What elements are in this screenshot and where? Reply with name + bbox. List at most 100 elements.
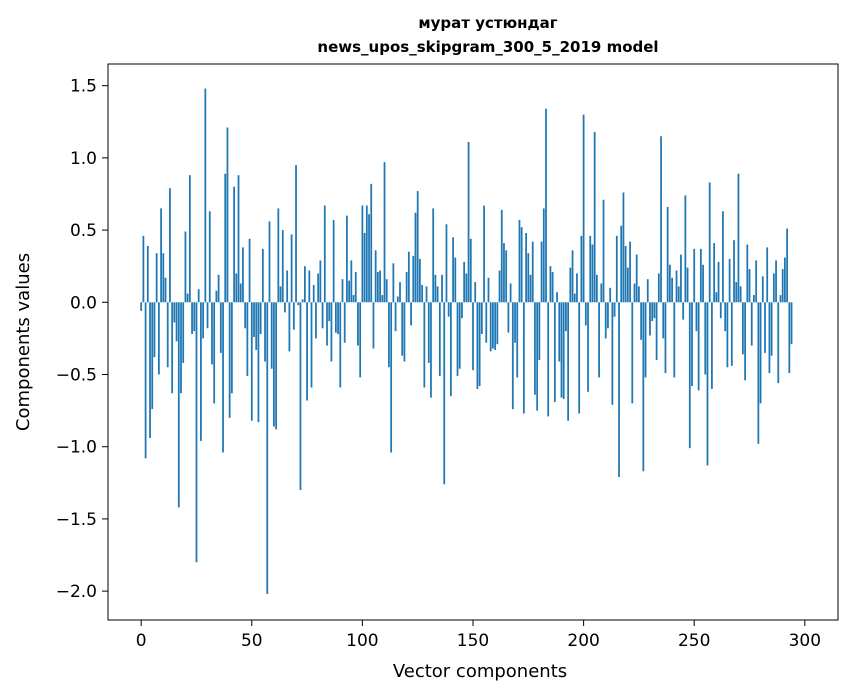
bar (784, 257, 786, 303)
bar (153, 302, 156, 358)
plot-frame (107, 63, 839, 621)
bar (328, 302, 331, 322)
bar (266, 302, 269, 595)
bar (511, 302, 514, 410)
bar (445, 224, 448, 303)
bar (281, 230, 284, 303)
bar (301, 299, 304, 303)
bar (788, 302, 791, 374)
bar (651, 302, 654, 322)
bar (722, 211, 724, 303)
bar (777, 302, 780, 384)
bar (180, 302, 182, 394)
bar (206, 302, 209, 329)
bar (766, 247, 769, 303)
bar (162, 253, 165, 303)
bar (580, 235, 583, 303)
bar (757, 302, 760, 444)
bar (711, 302, 713, 389)
bar (368, 214, 370, 303)
bar (589, 235, 592, 303)
bar (261, 248, 264, 303)
bar (633, 283, 636, 303)
bar (702, 264, 704, 303)
y-tick-label: 1.0 (70, 149, 97, 169)
bar (202, 302, 205, 339)
bar (253, 302, 255, 337)
bar (680, 254, 682, 303)
bar (177, 302, 180, 508)
bar (410, 302, 412, 326)
bar (434, 274, 437, 303)
bar (715, 292, 718, 303)
bar (385, 279, 388, 303)
bar (514, 302, 516, 343)
bar (728, 258, 731, 303)
bar (186, 293, 189, 303)
bar (419, 258, 421, 303)
bar (228, 302, 231, 418)
bar (611, 302, 614, 405)
bar (270, 302, 273, 369)
bar (171, 302, 174, 394)
bar (401, 302, 404, 356)
bar (556, 292, 558, 303)
y-tick-label: −1.0 (56, 438, 97, 458)
bar (155, 253, 158, 303)
bar (224, 173, 227, 303)
bar (217, 274, 220, 303)
bar (660, 136, 662, 303)
bar (618, 302, 620, 478)
bar (255, 302, 258, 350)
bar (315, 302, 317, 339)
bar (219, 302, 222, 353)
bar (421, 284, 424, 303)
x-tick-label: 200 (567, 631, 599, 651)
bar (735, 282, 738, 303)
bar (673, 302, 676, 378)
bar (443, 302, 446, 485)
bar (622, 192, 625, 303)
bar (642, 302, 645, 472)
bar (706, 302, 709, 466)
bar (761, 276, 764, 303)
bar (465, 273, 468, 303)
y-tick-label: 1.5 (70, 77, 97, 97)
x-tick-label: 100 (346, 631, 378, 651)
bar (308, 270, 311, 303)
y-tick-label: 0.5 (70, 221, 97, 241)
y-tick-label: 0.0 (70, 293, 97, 313)
bar (288, 302, 291, 352)
bar (157, 302, 160, 375)
bar (549, 266, 552, 303)
bar (376, 271, 379, 303)
bar (640, 302, 643, 340)
bar (505, 250, 508, 303)
bar (713, 243, 716, 303)
bar (213, 302, 216, 404)
bar (534, 302, 536, 395)
bar (246, 302, 249, 376)
bar (292, 302, 295, 330)
bar (607, 302, 609, 329)
bar (390, 302, 393, 453)
bar (686, 267, 689, 303)
bar (688, 302, 691, 449)
bar (693, 248, 696, 303)
bar (553, 302, 556, 402)
bar (480, 302, 483, 335)
bar (264, 302, 266, 362)
bar (741, 302, 744, 355)
bar (476, 302, 479, 389)
bar (330, 302, 333, 362)
bar (403, 302, 406, 362)
bar (662, 302, 665, 339)
bar (666, 206, 669, 303)
x-axis-label: Vector components (393, 661, 567, 682)
bar (770, 302, 773, 356)
bar (394, 302, 397, 332)
bar (753, 295, 755, 303)
bar (755, 260, 758, 303)
x-tick-label: 150 (457, 631, 489, 651)
bar (567, 302, 570, 421)
